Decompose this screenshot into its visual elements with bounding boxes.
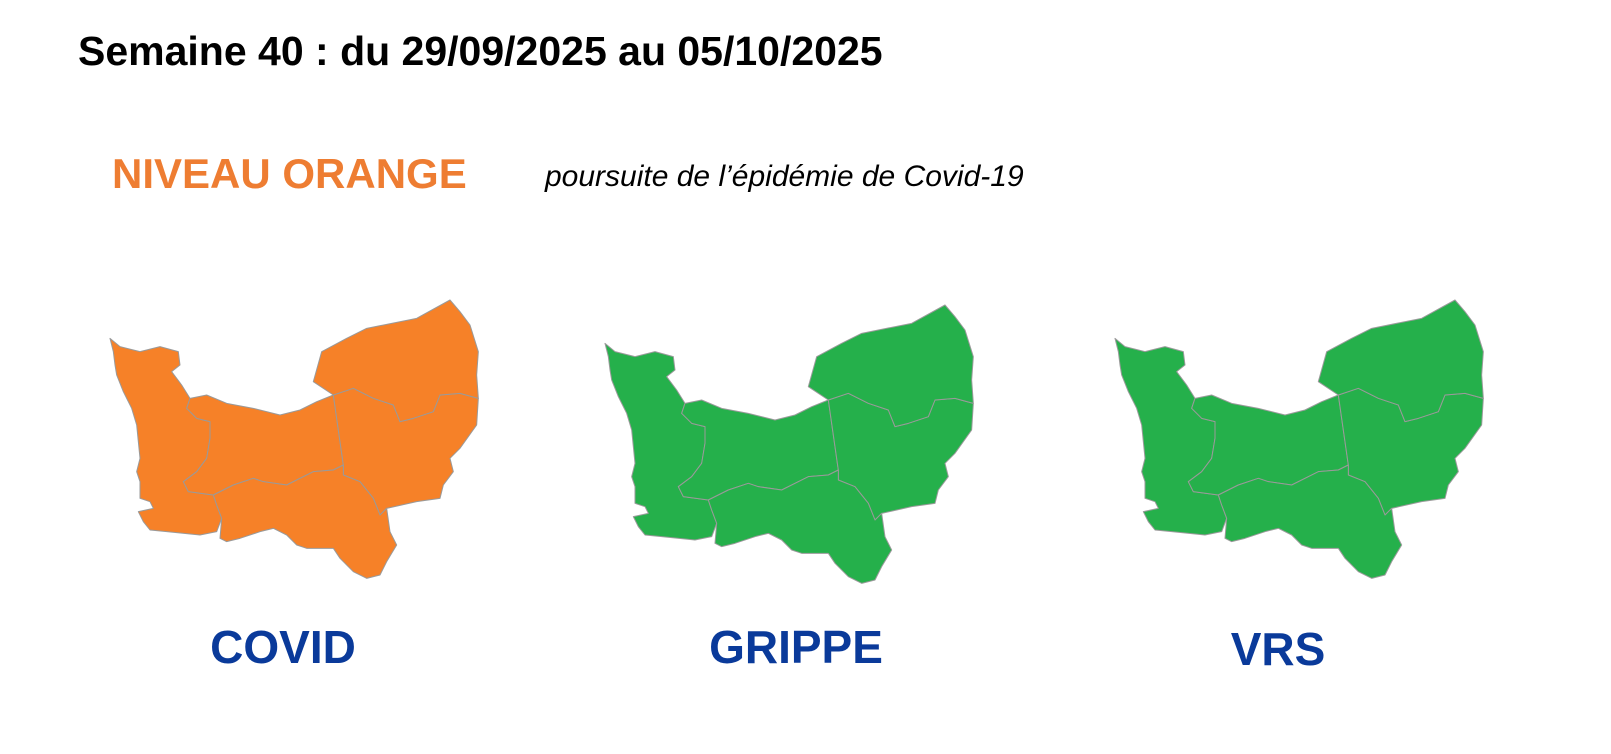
department-seine-maritime	[807, 304, 974, 428]
department-orne	[1217, 464, 1403, 579]
map-grippe	[595, 290, 975, 585]
map-vrs	[1105, 285, 1485, 580]
normandy-map	[1114, 299, 1484, 579]
department-seine-maritime	[312, 299, 479, 423]
map-label-vrs: VRS	[1230, 623, 1326, 675]
map-label-grippe: GRIPPE	[709, 621, 883, 673]
page-title: Semaine 40 : du 29/09/2025 au 05/10/2025	[78, 28, 883, 74]
map-label-covid: COVID	[210, 621, 356, 673]
map-covid	[100, 285, 480, 580]
department-orne	[212, 464, 398, 579]
department-orne	[707, 469, 893, 584]
alert-description: poursuite de l’épidémie de Covid-19	[545, 160, 1024, 193]
department-manche	[109, 337, 223, 536]
department-seine-maritime	[1317, 299, 1484, 423]
normandy-map	[109, 299, 479, 579]
department-manche	[604, 342, 718, 541]
department-manche	[1114, 337, 1228, 536]
alert-level: NIVEAU ORANGE	[112, 150, 467, 197]
normandy-map	[604, 304, 974, 584]
